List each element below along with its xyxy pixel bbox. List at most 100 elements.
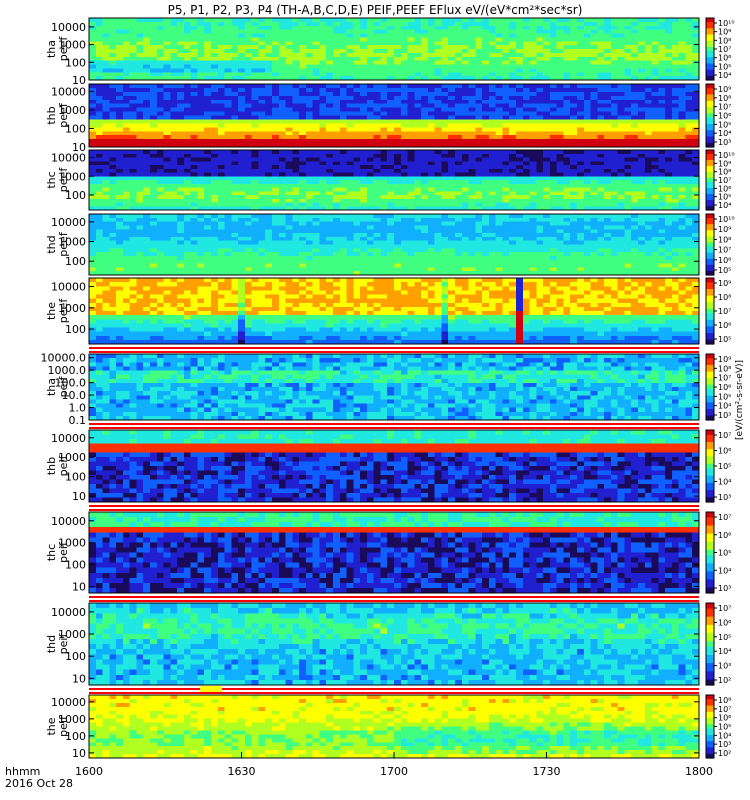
heatmap-cell xyxy=(272,33,280,38)
heatmap-cell xyxy=(285,60,293,66)
heatmap-cell xyxy=(577,150,585,155)
heatmap-cell xyxy=(502,150,510,155)
heatmap-cell xyxy=(509,139,517,144)
heatmap-cell xyxy=(373,127,382,132)
heatmap-cell xyxy=(312,127,321,132)
heatmap-cell xyxy=(109,111,117,117)
heatmap-cell xyxy=(685,52,693,58)
heatmap-cell xyxy=(150,221,158,227)
colorbar-segment xyxy=(706,188,714,191)
heatmap-cell xyxy=(529,183,537,189)
heatmap-cell xyxy=(482,107,490,113)
heatmap-cell xyxy=(387,56,395,62)
heatmap-cell xyxy=(617,195,626,200)
heatmap-cell xyxy=(346,87,354,93)
heatmap-cell xyxy=(89,183,97,189)
heatmap-cell xyxy=(475,143,483,148)
heatmap-cell xyxy=(183,52,192,58)
heatmap-cell xyxy=(116,25,124,31)
heatmap-cell xyxy=(482,21,490,27)
heatmap-cell xyxy=(400,206,409,211)
heatmap-cell xyxy=(549,18,558,23)
heatmap-cell xyxy=(258,236,266,242)
heatmap-cell xyxy=(488,191,497,196)
heatmap-cell xyxy=(211,72,219,77)
heatmap-cell xyxy=(516,180,524,185)
heatmap-cell xyxy=(156,191,165,196)
heatmap-cell xyxy=(251,165,260,170)
heatmap-cell xyxy=(177,187,185,192)
heatmap-cell xyxy=(129,168,138,174)
heatmap-cell xyxy=(651,107,659,113)
heatmap-cell xyxy=(258,233,266,238)
heatmap-cell xyxy=(529,21,537,27)
heatmap-cell xyxy=(624,143,632,148)
heatmap-cell xyxy=(482,87,490,93)
heatmap-cell xyxy=(231,267,239,272)
heatmap-cell xyxy=(604,37,612,42)
heatmap-cell xyxy=(326,195,334,200)
heatmap-cell xyxy=(394,68,402,73)
heatmap-cell xyxy=(339,191,348,196)
heatmap-cell xyxy=(190,195,199,200)
heatmap-cell xyxy=(658,68,666,73)
heatmap-cell xyxy=(285,72,293,77)
heatmap-cell xyxy=(509,172,517,177)
heatmap-cell xyxy=(238,119,246,124)
heatmap-cell xyxy=(475,165,483,170)
heatmap-cell xyxy=(136,52,144,58)
heatmap-cell xyxy=(631,139,639,144)
heatmap-cell xyxy=(373,18,382,23)
heatmap-cell xyxy=(434,172,443,177)
heatmap-cell xyxy=(590,91,598,97)
heatmap-cell xyxy=(380,198,388,204)
heatmap-cell xyxy=(387,127,395,132)
heatmap-cell xyxy=(231,135,239,140)
heatmap-cell xyxy=(150,225,158,230)
heatmap-cell xyxy=(129,111,138,117)
heatmap-cell xyxy=(129,248,138,253)
heatmap-cell xyxy=(156,165,165,170)
heatmap-cell xyxy=(244,135,253,140)
heatmap-cell xyxy=(516,202,524,207)
heatmap-cell xyxy=(427,195,436,200)
heatmap-cell xyxy=(204,202,212,207)
heatmap-cell xyxy=(631,195,639,200)
heatmap-cell xyxy=(150,99,158,105)
heatmap-cell xyxy=(583,165,592,170)
heatmap-cell xyxy=(366,25,375,31)
heatmap-cell xyxy=(570,56,578,62)
heatmap-cell xyxy=(448,60,456,66)
heatmap-cell xyxy=(638,131,646,136)
heatmap-cell xyxy=(421,111,429,117)
heatmap-cell xyxy=(278,244,287,249)
heatmap-cell xyxy=(285,263,293,268)
heatmap-cell xyxy=(319,76,327,81)
heatmap-cell xyxy=(543,103,551,109)
heatmap-cell xyxy=(617,41,626,46)
heatmap-cell xyxy=(190,56,199,62)
heatmap-cell xyxy=(333,60,341,66)
heatmap-cell xyxy=(475,115,483,121)
heatmap-cell xyxy=(265,107,273,113)
heatmap-cell xyxy=(624,107,632,113)
heatmap-cell xyxy=(604,115,612,121)
heatmap-cell xyxy=(434,165,443,170)
heatmap-cell xyxy=(170,240,178,246)
heatmap-cell xyxy=(265,52,273,58)
heatmap-cell xyxy=(570,49,578,54)
heatmap-cell xyxy=(143,131,151,136)
heatmap-cell xyxy=(597,37,605,42)
heatmap-cell xyxy=(89,21,97,27)
heatmap-cell xyxy=(312,25,321,31)
heatmap-cell xyxy=(651,60,659,66)
heatmap-cell xyxy=(441,60,449,66)
heatmap-cell xyxy=(678,84,687,89)
heatmap-cell xyxy=(543,183,551,189)
heatmap-cell xyxy=(116,153,124,159)
heatmap-cell xyxy=(387,52,395,58)
heatmap-cell xyxy=(543,131,551,136)
heatmap-cell xyxy=(244,255,253,261)
heatmap-cell xyxy=(143,45,151,50)
heatmap-cell xyxy=(549,187,558,192)
